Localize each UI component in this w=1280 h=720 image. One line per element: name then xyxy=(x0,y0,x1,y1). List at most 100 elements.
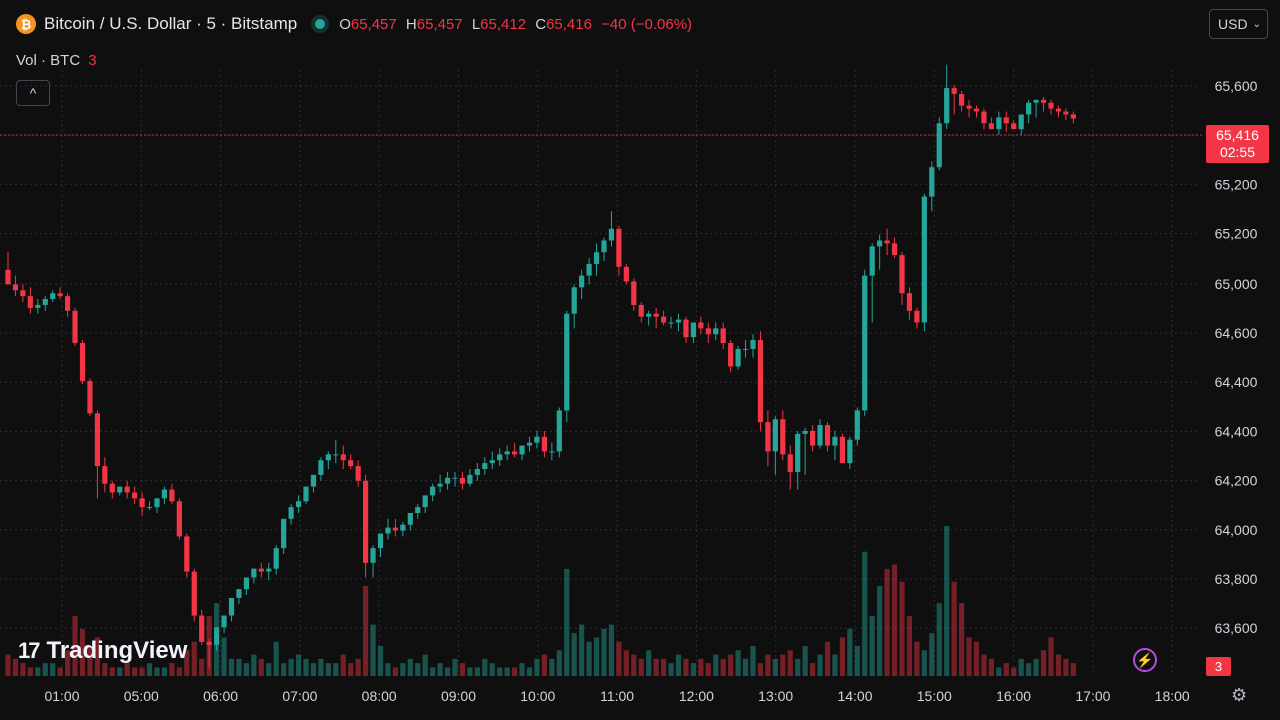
candle-body xyxy=(951,88,957,94)
volume-bar xyxy=(191,641,197,676)
candle-body xyxy=(675,319,682,323)
collapse-legend-button[interactable]: ^ xyxy=(16,80,50,106)
volume-bar xyxy=(780,654,786,676)
volume-bar xyxy=(474,667,480,676)
volume-bar xyxy=(117,667,123,676)
bitcoin-logo-icon: ₿ xyxy=(16,14,36,34)
candle xyxy=(228,597,235,622)
candle-body xyxy=(1070,114,1076,119)
candle-body xyxy=(921,196,927,323)
tradingview-logo[interactable]: 17 TradingView xyxy=(18,637,187,665)
currency-select[interactable]: USD ⌄ xyxy=(1209,9,1268,39)
candle xyxy=(1018,114,1024,135)
candle xyxy=(787,445,793,490)
candle xyxy=(489,451,495,470)
x-tick-label: 14:00 xyxy=(837,688,872,704)
open-label: O xyxy=(339,15,351,33)
candle xyxy=(921,193,927,332)
candle-body xyxy=(325,454,331,461)
volume-legend[interactable]: Vol · BTC 3 xyxy=(16,52,97,69)
candle-body xyxy=(281,518,287,549)
candle-body xyxy=(65,296,71,311)
candle-body xyxy=(959,93,965,106)
market-status-dot-icon[interactable] xyxy=(315,19,326,29)
candle-body xyxy=(854,410,860,440)
candle xyxy=(35,299,41,314)
low-label: L xyxy=(471,15,481,33)
volume-bar xyxy=(12,658,19,676)
volume-bar xyxy=(988,658,994,676)
candle xyxy=(1003,111,1009,133)
candle xyxy=(370,545,376,578)
volume-bar xyxy=(221,637,227,676)
volume-bar xyxy=(363,586,369,676)
candle xyxy=(966,99,972,118)
candle xyxy=(1048,99,1054,115)
volume-bar xyxy=(72,616,78,676)
volume-bar xyxy=(593,637,600,676)
volume-bar xyxy=(735,650,741,676)
candle xyxy=(169,483,175,505)
candle xyxy=(668,316,674,329)
last-volume-tag: 3 xyxy=(1206,657,1231,676)
candle xyxy=(593,243,600,276)
candle-body xyxy=(191,571,197,616)
candle xyxy=(467,469,473,487)
gear-icon[interactable]: ⚙ xyxy=(1231,685,1248,705)
candle-countdown: 02:55 xyxy=(1219,144,1256,160)
candle-body xyxy=(139,498,145,508)
candle-body xyxy=(288,507,294,519)
volume-bar xyxy=(526,667,533,676)
candle xyxy=(526,436,533,452)
candle xyxy=(891,237,898,259)
volume-bar xyxy=(675,654,682,676)
candle-body xyxy=(72,310,78,344)
candle-body xyxy=(847,439,853,464)
candle xyxy=(392,518,398,537)
volume-bar xyxy=(877,586,883,676)
symbol-title[interactable]: Bitcoin / U.S. Dollar · 5 · Bitstamp xyxy=(44,14,298,33)
candle xyxy=(564,310,570,423)
candle xyxy=(772,416,778,475)
volume-bar xyxy=(661,658,667,676)
candle xyxy=(184,533,190,578)
candle-body xyxy=(318,460,324,475)
candle-body xyxy=(1055,108,1062,112)
candle-body xyxy=(1063,111,1069,115)
candle xyxy=(616,225,622,276)
candle-body xyxy=(795,433,801,472)
volume-bar xyxy=(467,667,473,676)
candle xyxy=(571,284,577,329)
candle xyxy=(579,269,585,300)
volume-bar xyxy=(325,663,331,676)
volume-bar xyxy=(333,663,339,676)
y-tick-label: 64,600 xyxy=(1215,325,1258,341)
candle xyxy=(459,471,466,490)
candle-body xyxy=(228,597,235,616)
volume-bar xyxy=(109,667,115,676)
candle xyxy=(258,562,264,578)
volume-bar xyxy=(973,641,980,676)
volume-bar xyxy=(728,654,734,676)
candle xyxy=(795,430,801,490)
candle xyxy=(355,460,361,487)
candle-body xyxy=(340,454,346,461)
candle xyxy=(713,322,719,341)
candle-body xyxy=(571,287,577,314)
volume-bar xyxy=(102,663,108,676)
x-tick-label: 08:00 xyxy=(362,688,397,704)
flash-icon[interactable]: ⚡ xyxy=(1133,648,1157,672)
volume-label: Vol · BTC xyxy=(16,52,81,69)
candle-body xyxy=(199,615,205,642)
candle xyxy=(400,521,406,537)
volume-bar xyxy=(65,650,71,676)
chevron-down-icon: ⌄ xyxy=(1252,18,1261,30)
candle xyxy=(586,258,592,285)
candle-body xyxy=(42,299,48,305)
candle-body xyxy=(690,322,696,338)
candle-body xyxy=(914,310,920,323)
x-tick-label: 12:00 xyxy=(679,688,714,704)
open-value: 65,457 xyxy=(350,15,397,33)
volume-bar xyxy=(564,568,570,676)
